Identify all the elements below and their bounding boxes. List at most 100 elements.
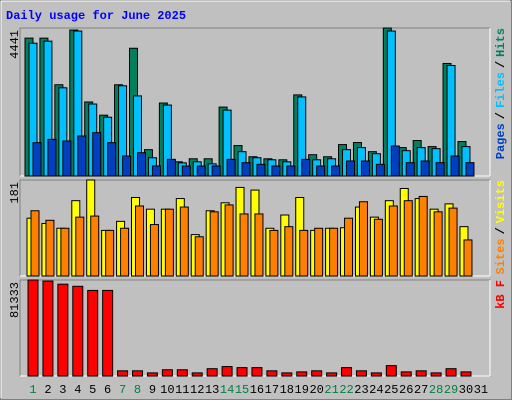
bar [329,227,339,277]
bar [465,162,475,177]
x-tick-label: 31 [474,383,488,397]
x-tick-label: 15 [235,383,249,397]
bar [120,227,130,277]
legend-separator: / [494,61,508,68]
bar [62,140,72,177]
bar [448,207,458,277]
bar [430,372,442,377]
bar [344,217,354,277]
legend-separator: / [494,227,508,234]
x-tick-label: 27 [414,383,428,397]
bar [135,205,145,277]
bar [117,370,129,377]
bar [176,369,188,377]
bar [57,283,69,377]
x-tick-label: 18 [280,383,294,397]
bar [75,216,85,277]
x-tick-label: 8 [134,383,141,397]
x-tick-label: 2 [44,383,51,397]
bar [164,208,174,277]
bar [209,211,219,277]
bar [181,165,191,177]
bar [400,371,412,377]
bar [87,289,99,377]
x-tick-label: 3 [59,383,66,397]
bar [433,211,443,277]
bar [296,371,308,377]
bar [403,200,413,277]
bar [314,227,324,277]
bar [284,226,294,277]
x-tick-label: 9 [149,383,156,397]
x-tick-label: 13 [205,383,219,397]
bar [90,215,100,277]
bar [166,158,176,177]
bar [420,160,430,177]
bar [266,370,278,377]
bar [206,368,218,377]
bar [385,365,397,377]
legend-entry: Pages [494,123,508,159]
bar [105,229,115,277]
bar [256,163,266,177]
bar [45,219,55,277]
bar [72,285,84,377]
bar [269,229,279,277]
bar [331,165,341,177]
x-tick-label: 25 [384,383,398,397]
x-tick-label: 19 [295,383,309,397]
bar [445,368,457,377]
x-tick-label: 16 [250,383,264,397]
bar [390,145,400,177]
bar [375,163,385,177]
bar [388,205,398,277]
bar [137,152,147,177]
legend-entry: kB F [494,280,508,309]
bar [355,370,367,377]
bar [418,195,428,277]
bar [405,162,415,177]
bar [239,213,249,277]
bar [460,371,472,377]
legend-entry: Sites [494,238,508,274]
bar [102,289,114,377]
bar [286,165,296,177]
legend-entry: Hits [494,28,508,57]
bar [373,218,383,277]
x-tick-label: 20 [309,383,323,397]
x-tick-label: 14 [220,383,234,397]
bar [271,165,281,177]
bar [47,138,57,177]
bar [341,367,353,377]
bar [149,224,159,277]
bar [179,206,189,277]
bar [32,142,42,177]
bar [122,155,132,177]
x-tick-label: 24 [369,383,383,397]
bar [236,367,248,377]
bar [251,367,263,377]
legend-entry: Files [494,72,508,108]
legend-separator: / [494,112,508,119]
chart-title: Daily usage for June 2025 [6,9,186,23]
x-tick-label: 23 [354,383,368,397]
legend: Pages / Files / Hits [494,28,508,159]
bar [211,165,221,177]
bar [191,372,203,377]
x-tick-label: 30 [459,383,473,397]
bar [326,372,338,377]
x-tick-label: 21 [324,383,338,397]
panel [19,279,491,377]
bar [360,160,370,177]
bar [370,372,382,377]
x-tick-label: 12 [190,383,204,397]
bar [254,213,264,277]
bar [92,132,102,177]
bar [132,370,144,377]
bar [60,227,70,277]
bar [194,236,204,277]
bar [346,160,356,177]
bar [226,158,236,177]
y-tick-label: 181 [8,182,22,204]
